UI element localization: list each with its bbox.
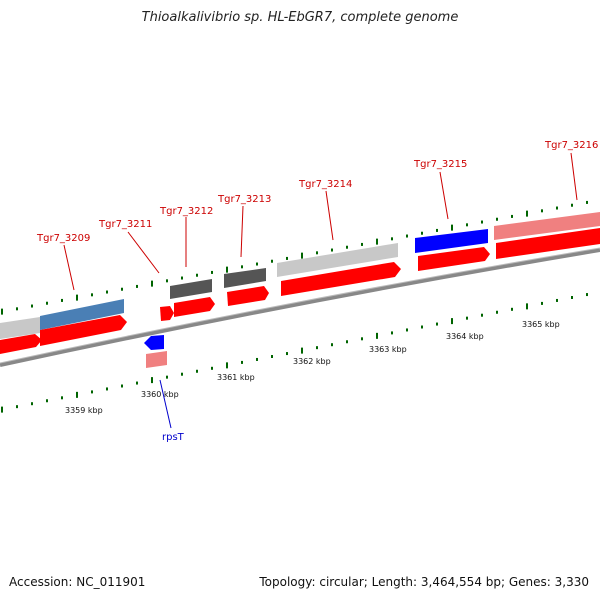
- cds-arrow: [40, 315, 127, 346]
- scale-label: 3363 kbp: [369, 345, 407, 354]
- cds-arrow: [418, 247, 490, 271]
- leader-rpsT: [159, 379, 172, 429]
- gene-track: [0, 212, 600, 339]
- reverse-features: [144, 335, 167, 368]
- leader-3214: [325, 190, 334, 241]
- scale-labels: 3359 kbp 3360 kbp 3361 kbp 3362 kbp 3363…: [65, 320, 560, 415]
- genome-title: Thioalkalivibrio sp. HL-EbGR7, complete …: [141, 10, 459, 25]
- gene-label: Tgr7_3215: [413, 159, 467, 170]
- gene-label-leaders: [63, 152, 578, 291]
- backbone-line: [0, 248, 600, 367]
- scale-label: 3364 kbp: [446, 332, 484, 341]
- outer-tick-track: [1, 200, 588, 315]
- scale-label: 3361 kbp: [217, 373, 255, 382]
- cds-track: [0, 228, 600, 354]
- cds-arrow: [227, 286, 269, 306]
- scale-label: 3362 kbp: [293, 357, 331, 366]
- scale-label: 3359 kbp: [65, 406, 103, 415]
- gene-label: Tgr7_3216: [544, 140, 598, 151]
- backbone-line-highlight: [0, 247, 600, 364]
- gene-labels: Tgr7_3209 Tgr7_3211 Tgr7_3212 Tgr7_3213 …: [36, 140, 598, 244]
- gene-label: Tgr7_3214: [298, 179, 352, 190]
- scale-label: 3365 kbp: [522, 320, 560, 329]
- leader-3211: [127, 231, 160, 274]
- gene-label: Tgr7_3209: [36, 233, 90, 244]
- gene-dark-3213: [224, 268, 266, 288]
- gene-label: Tgr7_3213: [217, 194, 271, 205]
- rna-label-rpsT: rpsT: [162, 432, 185, 443]
- leader-3209: [63, 244, 75, 291]
- gene-blue-3215: [415, 229, 488, 253]
- gene-pink-rpsT: [146, 351, 167, 368]
- cds-arrow: [281, 262, 401, 296]
- cds-arrow: [496, 228, 600, 259]
- gene-label: Tgr7_3212: [159, 206, 213, 217]
- topology-summary-text: Topology: circular; Length: 3,464,554 bp…: [259, 575, 589, 589]
- leader-3216: [570, 152, 578, 201]
- scale-label: 3360 kbp: [141, 390, 179, 399]
- gene-blue-reverse: [144, 335, 164, 350]
- cds-arrow: [160, 306, 174, 321]
- accession-text: Accession: NC_011901: [9, 575, 146, 589]
- leader-3213: [240, 205, 244, 258]
- cds-arrow: [174, 297, 215, 317]
- gene-grey-left: [0, 317, 40, 339]
- gene-steelblue: [40, 299, 124, 330]
- inner-tick-track: [1, 293, 588, 413]
- leader-3215: [439, 171, 449, 220]
- cds-arrow: [0, 334, 42, 354]
- gene-dark-3212: [170, 279, 212, 299]
- gene-grey-3214: [277, 243, 398, 277]
- gene-label: Tgr7_3211: [98, 219, 152, 230]
- gene-pink-3216: [494, 212, 600, 240]
